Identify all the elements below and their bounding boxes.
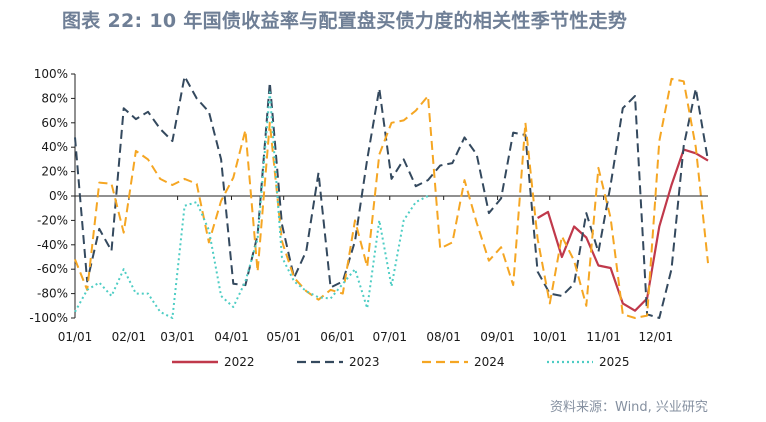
x-tick-label: 06/01 bbox=[320, 330, 355, 344]
y-tick-label: 80% bbox=[41, 91, 68, 105]
y-tick-label: 100% bbox=[34, 67, 68, 81]
x-tick-label: 08/01 bbox=[426, 330, 461, 344]
y-tick-label: -80% bbox=[37, 287, 68, 301]
legend: 2022 2023 2024 2025 bbox=[172, 355, 630, 369]
legend-label-2023: 2023 bbox=[349, 355, 380, 369]
series-line-2023 bbox=[74, 75, 709, 319]
x-tick-label: 10/01 bbox=[532, 330, 567, 344]
chart-title: 图表 22: 10 年国债收益率与配置盘买债力度的相关性季节性走势 bbox=[62, 10, 628, 32]
x-tick-label: 02/01 bbox=[112, 330, 147, 344]
series-layer bbox=[74, 75, 709, 319]
series-line-2025 bbox=[74, 91, 429, 319]
axes: 100% 80% 60% 40% 20% 0% -20% -40% -60% -80% -100% 0… bbox=[29, 67, 708, 344]
y-tick-label: -60% bbox=[37, 262, 68, 276]
x-tick-label: 11/01 bbox=[586, 330, 621, 344]
source-note: 资料来源：Wind, 兴业研究 bbox=[550, 400, 708, 415]
y-tick-label: -20% bbox=[37, 213, 68, 227]
x-tick-label: 07/01 bbox=[372, 330, 407, 344]
x-tick-label: 12/01 bbox=[639, 330, 674, 344]
x-tick-label: 04/01 bbox=[214, 330, 249, 344]
x-tick-label: 01/01 bbox=[58, 330, 93, 344]
y-tick-label: 60% bbox=[41, 116, 68, 130]
series-line-2022 bbox=[537, 148, 709, 312]
y-tick-label: 20% bbox=[41, 165, 68, 179]
x-tick-label: 05/01 bbox=[266, 330, 301, 344]
y-tick-label: 0% bbox=[49, 189, 68, 203]
y-tick-label: -40% bbox=[37, 238, 68, 252]
legend-label-2025: 2025 bbox=[599, 355, 630, 369]
x-tick-label: 03/01 bbox=[160, 330, 195, 344]
legend-label-2022: 2022 bbox=[224, 355, 255, 369]
series-line-2024 bbox=[74, 77, 709, 319]
x-tick-label: 09/01 bbox=[480, 330, 515, 344]
legend-label-2024: 2024 bbox=[474, 355, 505, 369]
y-tick-label: 40% bbox=[41, 140, 68, 154]
y-tick-label: -100% bbox=[29, 311, 68, 325]
